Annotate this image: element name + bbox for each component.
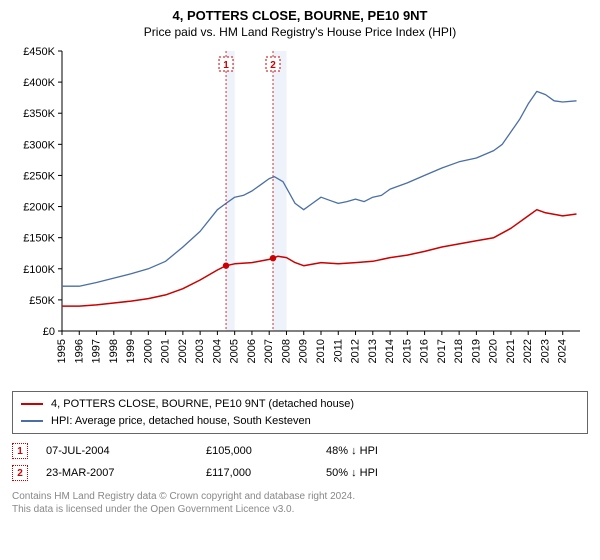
chart-title: 4, POTTERS CLOSE, BOURNE, PE10 9NT bbox=[10, 8, 590, 23]
legend-swatch bbox=[21, 403, 43, 405]
svg-text:1999: 1999 bbox=[125, 339, 137, 363]
sale-price: £105,000 bbox=[206, 445, 326, 457]
svg-text:2007: 2007 bbox=[263, 339, 275, 363]
sale-marker-box: 1 bbox=[12, 443, 28, 459]
legend-label: HPI: Average price, detached house, Sout… bbox=[51, 413, 311, 430]
svg-text:2021: 2021 bbox=[505, 339, 517, 363]
chart-area: £0 £50K £100K £150K £200K £250K £300K £350K £400… bbox=[10, 45, 590, 385]
svg-text:2023: 2023 bbox=[539, 339, 551, 363]
svg-text:£450K: £450K bbox=[23, 46, 55, 58]
chart-container: 4, POTTERS CLOSE, BOURNE, PE10 9NT Price… bbox=[0, 0, 600, 520]
svg-text:£150K: £150K bbox=[23, 233, 55, 245]
svg-text:2006: 2006 bbox=[246, 339, 258, 363]
svg-text:2012: 2012 bbox=[350, 339, 362, 363]
svg-text:2020: 2020 bbox=[488, 339, 500, 363]
sale-date: 07-JUL-2004 bbox=[46, 445, 206, 457]
svg-text:2019: 2019 bbox=[470, 339, 482, 363]
sale-hpi: 48% ↓ HPI bbox=[326, 445, 466, 457]
attribution-footer: Contains HM Land Registry data © Crown c… bbox=[12, 490, 588, 516]
footer-line-1: Contains HM Land Registry data © Crown c… bbox=[12, 490, 588, 503]
svg-text:2: 2 bbox=[270, 60, 276, 71]
sale-date: 23-MAR-2007 bbox=[46, 467, 206, 479]
svg-text:2016: 2016 bbox=[419, 339, 431, 363]
svg-text:1996: 1996 bbox=[73, 339, 85, 363]
line-chart-svg: £0 £50K £100K £150K £200K £250K £300K £350K £400… bbox=[10, 45, 590, 385]
svg-text:£100K: £100K bbox=[23, 264, 55, 276]
svg-text:2001: 2001 bbox=[160, 339, 172, 363]
legend: 4, POTTERS CLOSE, BOURNE, PE10 9NT (deta… bbox=[12, 391, 588, 434]
svg-text:2009: 2009 bbox=[298, 339, 310, 363]
svg-text:2015: 2015 bbox=[401, 339, 413, 363]
legend-row: 4, POTTERS CLOSE, BOURNE, PE10 9NT (deta… bbox=[21, 396, 579, 413]
svg-text:2000: 2000 bbox=[142, 339, 154, 363]
svg-text:2005: 2005 bbox=[229, 339, 241, 363]
svg-text:£50K: £50K bbox=[29, 295, 55, 307]
legend-swatch bbox=[21, 420, 43, 422]
svg-text:2017: 2017 bbox=[436, 339, 448, 363]
svg-text:2010: 2010 bbox=[315, 339, 327, 363]
svg-text:1: 1 bbox=[223, 60, 229, 71]
sale-row: 2 23-MAR-2007£117,00050% ↓ HPI bbox=[12, 462, 588, 484]
svg-text:£350K: £350K bbox=[23, 108, 55, 120]
svg-text:2002: 2002 bbox=[177, 339, 189, 363]
svg-text:1998: 1998 bbox=[108, 339, 120, 363]
svg-text:£400K: £400K bbox=[23, 77, 55, 89]
svg-text:1995: 1995 bbox=[56, 339, 68, 363]
svg-text:2014: 2014 bbox=[384, 339, 396, 363]
svg-text:£250K: £250K bbox=[23, 170, 55, 182]
sales-table: 1 07-JUL-2004£105,00048% ↓ HPI 2 23-MAR-200… bbox=[12, 440, 588, 484]
svg-text:2024: 2024 bbox=[557, 339, 569, 363]
sale-marker-box: 2 bbox=[12, 465, 28, 481]
svg-text:£0: £0 bbox=[43, 326, 55, 338]
sale-row: 1 07-JUL-2004£105,00048% ↓ HPI bbox=[12, 440, 588, 462]
svg-text:2013: 2013 bbox=[367, 339, 379, 363]
footer-line-2: This data is licensed under the Open Gov… bbox=[12, 503, 588, 516]
svg-text:2022: 2022 bbox=[522, 339, 534, 363]
chart-subtitle: Price paid vs. HM Land Registry's House … bbox=[10, 25, 590, 39]
svg-text:2011: 2011 bbox=[332, 339, 344, 363]
sale-price: £117,000 bbox=[206, 467, 326, 479]
sale-hpi: 50% ↓ HPI bbox=[326, 467, 466, 479]
svg-text:2003: 2003 bbox=[194, 339, 206, 363]
svg-text:2018: 2018 bbox=[453, 339, 465, 363]
legend-row: HPI: Average price, detached house, Sout… bbox=[21, 413, 579, 430]
svg-text:2004: 2004 bbox=[211, 339, 223, 363]
legend-label: 4, POTTERS CLOSE, BOURNE, PE10 9NT (deta… bbox=[51, 396, 354, 413]
svg-text:£200K: £200K bbox=[23, 202, 55, 214]
svg-text:1997: 1997 bbox=[91, 339, 103, 363]
svg-text:£300K: £300K bbox=[23, 139, 55, 151]
svg-text:2008: 2008 bbox=[280, 339, 292, 363]
